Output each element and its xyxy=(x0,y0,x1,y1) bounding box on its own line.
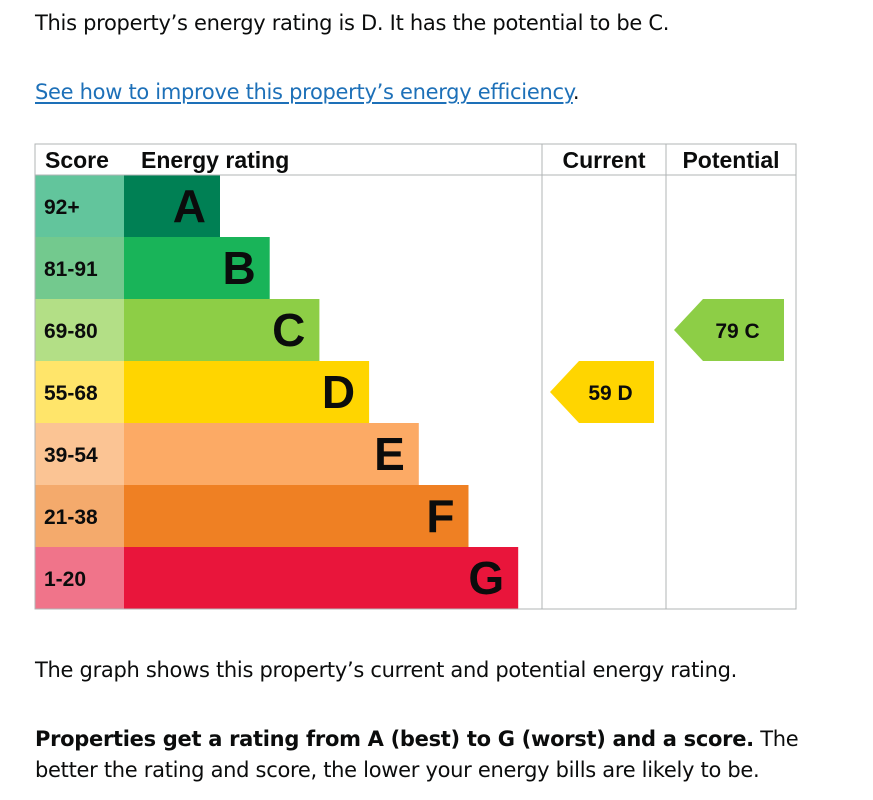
score-cell-d xyxy=(35,361,124,423)
energy-rating-summary: This property’s energy rating is D. It h… xyxy=(35,11,670,35)
rating-letter-a: A xyxy=(173,180,206,232)
chart-border xyxy=(34,143,797,610)
score-range-b: 81-91 xyxy=(44,258,98,281)
improve-efficiency-link[interactable]: See how to improve this property’s energ… xyxy=(35,80,573,104)
potential-rating-arrow-label: 79 C xyxy=(715,320,759,343)
score-range-f: 21-38 xyxy=(44,506,98,529)
rating-bar-b xyxy=(124,237,270,299)
improve-link-line: See how to improve this property’s energ… xyxy=(35,77,580,107)
score-range-g: 1-20 xyxy=(44,568,86,591)
header-current: Current xyxy=(562,147,645,173)
score-range-d: 55-68 xyxy=(44,382,98,405)
score-cell-e xyxy=(35,423,124,485)
score-range-c: 69-80 xyxy=(44,320,98,343)
rating-bar-c xyxy=(124,299,320,361)
rating-bar-d xyxy=(124,361,370,423)
header-potential: Potential xyxy=(682,147,779,173)
rating-letter-d: D xyxy=(322,366,355,418)
ratings-explanation-rest: The better the rating and score, the low… xyxy=(35,727,799,782)
rating-letter-f: F xyxy=(426,490,454,542)
score-range-a: 92+ xyxy=(44,196,80,219)
rating-bar-g xyxy=(124,547,519,609)
score-cell-b xyxy=(35,237,124,299)
rating-bar-a xyxy=(124,175,220,237)
rating-letter-e: E xyxy=(374,428,405,480)
graph-note: The graph shows this property’s current … xyxy=(35,658,737,682)
current-rating-arrow xyxy=(550,361,654,423)
rating-bar-e xyxy=(124,423,419,485)
ratings-explanation-bold: Properties get a rating from A (best) to… xyxy=(35,727,754,751)
header-score: Score xyxy=(45,147,109,173)
score-cell-a xyxy=(35,175,124,237)
score-cell-g xyxy=(35,547,124,609)
link-suffix: . xyxy=(572,80,580,104)
rating-letter-b: B xyxy=(222,242,255,294)
ratings-explanation: Properties get a rating from A (best) to… xyxy=(35,724,825,786)
header-energy-rating: Energy rating xyxy=(141,147,289,173)
rating-bar-f xyxy=(124,485,469,547)
score-cell-f xyxy=(35,485,124,547)
potential-rating-arrow xyxy=(674,299,784,361)
score-cell-c xyxy=(35,299,124,361)
current-rating-arrow-label: 59 D xyxy=(588,382,632,405)
score-range-e: 39-54 xyxy=(44,444,98,467)
rating-letter-g: G xyxy=(468,552,504,604)
rating-letter-c: C xyxy=(272,304,305,356)
